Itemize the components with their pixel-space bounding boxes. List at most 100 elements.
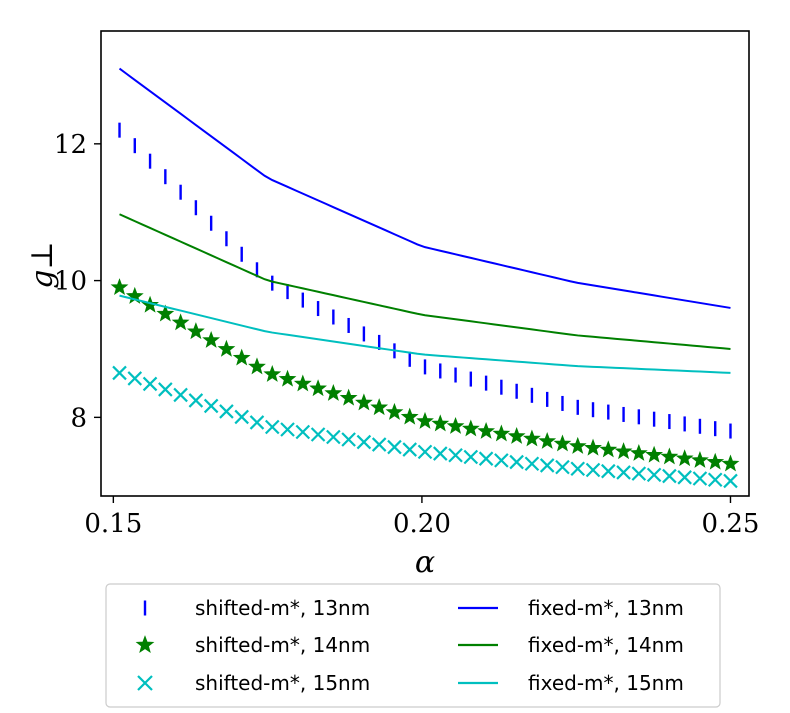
data-point [217,339,236,357]
data-point [461,419,480,437]
data-point [507,426,526,444]
data-point [477,421,495,439]
data-point [110,278,129,296]
data-point [553,434,572,452]
data-point [555,459,570,475]
legend-label: shifted-m*, 14nm [195,633,370,657]
data-point [188,393,204,408]
series-6 [119,294,731,374]
data-point [156,304,175,322]
data-point [310,427,326,442]
legend-label: shifted-m*, 15nm [195,671,370,695]
data-point [219,404,234,419]
data-point [356,434,372,450]
legend: shifted-m*, 13nm shifted-m*, 14nm shifted-… [105,583,721,708]
data-point [309,379,327,397]
data-point [264,419,280,435]
legend-frame [105,583,721,708]
data-point [692,471,708,486]
data-point [523,429,541,447]
data-point [249,415,265,430]
data-point [186,322,205,340]
legend-items: shifted-m*, 13nm shifted-m*, 14nm shifted-… [135,596,684,695]
data-point [432,446,448,461]
data-point [723,473,738,489]
data-point [706,452,725,470]
data-point [263,364,282,382]
data-point [631,466,647,481]
data-point [691,450,709,468]
y-tick-label: 10 [54,267,87,297]
data-point [371,437,387,452]
x-tick-label: 0.20 [393,509,451,539]
data-point [142,376,158,392]
data-point [326,429,341,445]
data-point [202,330,221,348]
data-point [416,411,434,429]
data-point [158,382,173,397]
legend-item: fixed-m*, 13nm [458,596,684,620]
data-point [570,461,586,477]
data-point [402,442,418,457]
data-point [614,442,633,460]
data-point [509,454,524,470]
data-point [232,348,251,366]
legend-item: fixed-m*, 14nm [458,633,684,657]
y-tick-label: 8 [70,403,87,433]
data-point [675,449,694,467]
data-point [448,448,463,463]
data-point [662,468,677,484]
data-point [568,436,587,454]
data-point [494,453,509,468]
data-point [492,424,511,442]
plot-frame [100,30,750,497]
legend-item: shifted-m*, 14nm [135,633,370,657]
data-point [112,365,127,381]
series-layer [110,67,740,489]
legend-label: fixed-m*, 15nm [528,671,684,695]
data-point [539,458,555,473]
data-point [646,467,662,483]
legend-label: shifted-m*, 13nm [195,596,370,620]
data-point [324,383,343,401]
y-axis-label: g⊥ [25,241,60,288]
data-point [127,371,143,386]
data-point [203,398,219,414]
legend-marker [135,635,155,653]
data-point [431,414,450,432]
legend-item: shifted-m*, 13nm [143,596,370,620]
y-tick-label: 12 [54,130,87,160]
data-point [584,438,602,456]
data-point [677,470,692,485]
series-line [118,67,731,309]
data-point [280,422,295,437]
data-point [341,432,356,447]
data-point [721,454,740,472]
series-line [119,294,731,374]
data-point [446,416,465,434]
legend-marker [137,675,153,691]
data-point [293,374,312,392]
data-point [355,393,373,411]
series-2 [110,278,740,472]
series-1 [118,122,732,439]
data-point [173,387,188,403]
data-point [278,369,297,387]
legend-item: shifted-m*, 15nm [137,671,370,695]
series-4 [118,67,731,309]
x-tick-label: 0.25 [702,509,760,539]
data-point [385,402,404,420]
axes-layer: 0.15 0.20 0.25 8 10 12 [54,130,760,539]
data-point [463,449,479,465]
data-point [524,456,540,472]
x-tick-label: 0.15 [84,509,142,539]
data-point [601,463,616,479]
data-point [599,440,618,458]
data-point [417,444,433,460]
data-point [538,431,557,449]
data-point [707,472,723,488]
legend-label: fixed-m*, 14nm [528,633,684,657]
series-3 [112,365,738,489]
data-point [660,447,679,465]
data-point [400,407,419,425]
